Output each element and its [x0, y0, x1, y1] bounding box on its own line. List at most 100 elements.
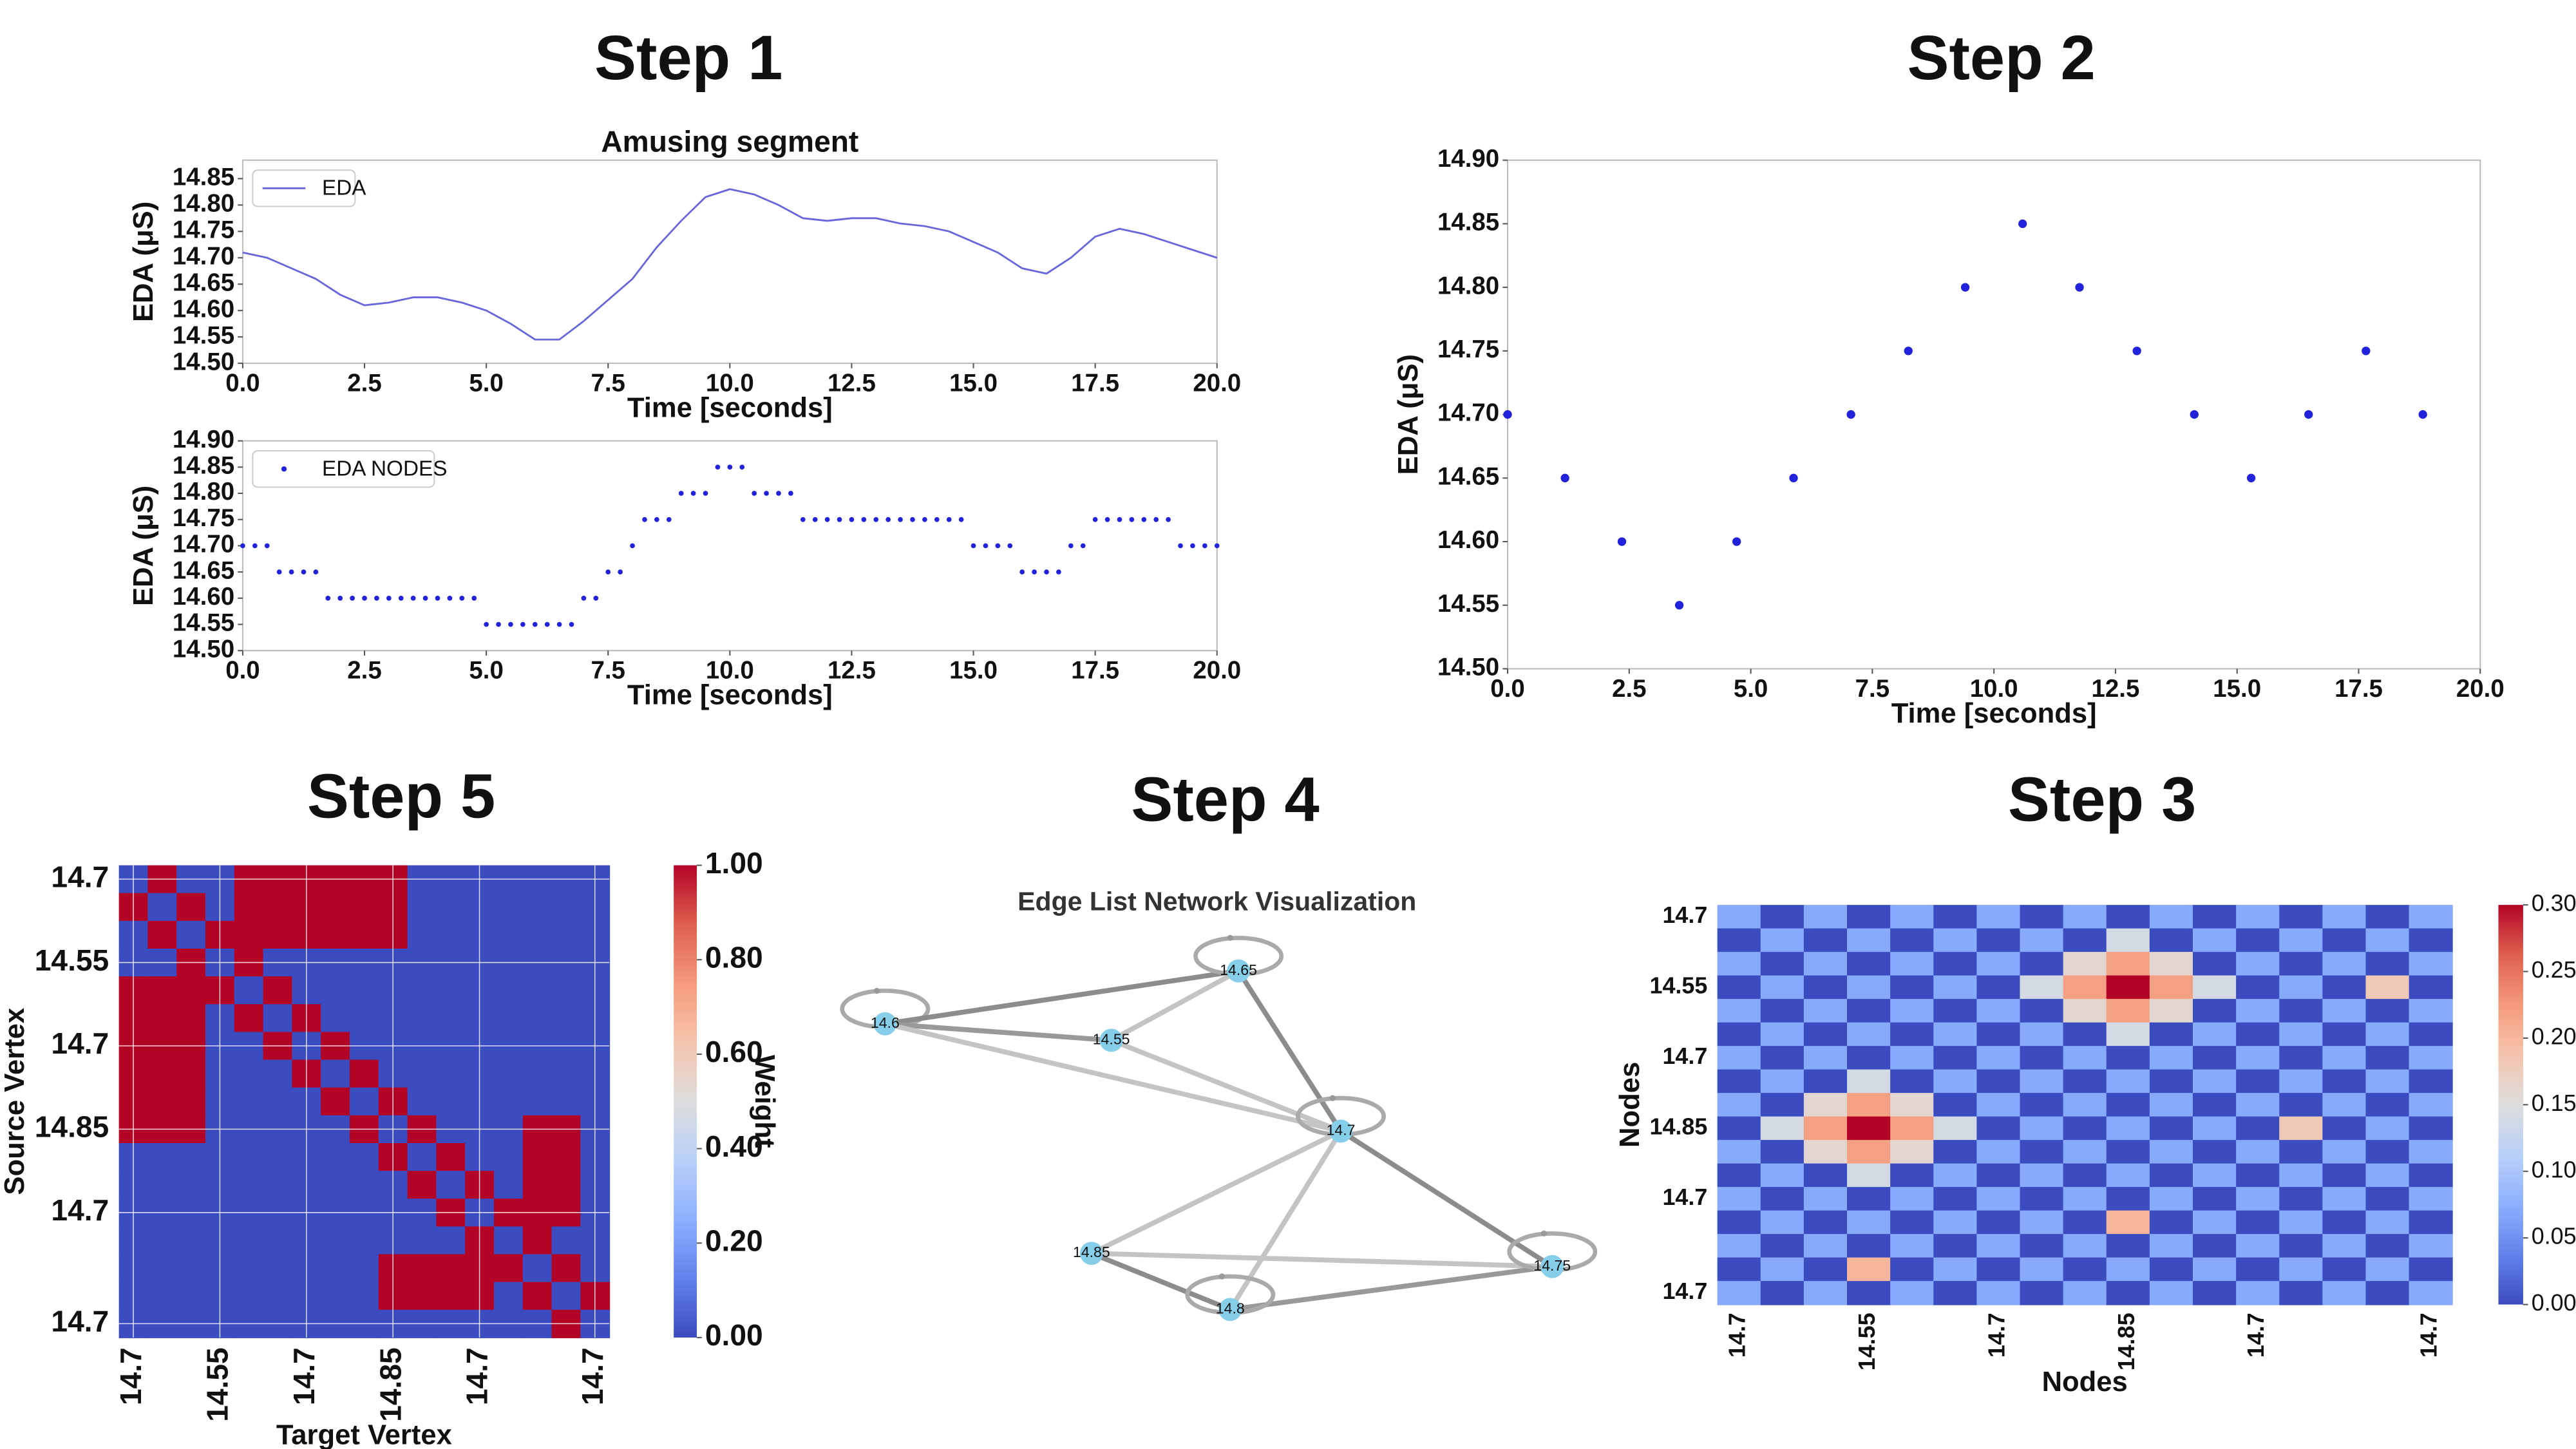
scatter-point	[1166, 516, 1171, 522]
heatmap-cell	[1976, 1140, 2021, 1164]
heatmap-cell	[349, 920, 379, 950]
heatmap-cell	[147, 1142, 178, 1172]
heatmap-cell	[493, 1226, 524, 1255]
y-tick-label: 14.75	[173, 504, 234, 532]
heatmap-cell	[407, 893, 437, 922]
heatmap-cell	[1890, 1069, 1935, 1094]
scatter-point	[398, 596, 404, 601]
heatmap-cell	[522, 1087, 553, 1116]
scatter-point	[520, 621, 526, 627]
heatmap-cell	[1890, 1046, 1935, 1070]
node-label: 14.85	[1073, 1244, 1110, 1260]
heatmap-cell	[1976, 999, 2021, 1023]
x-tick-label: 17.5	[1071, 370, 1119, 397]
heatmap-cell	[234, 1087, 264, 1116]
heatmap-cell	[1976, 1210, 2021, 1235]
heatmap-cell	[263, 1226, 293, 1255]
x-tick-label: 2.5	[347, 657, 381, 685]
x-tick-label: 14.85	[374, 1347, 407, 1421]
scatter-point	[240, 543, 245, 549]
y-tick-label: 14.7	[51, 1193, 109, 1227]
scatter-point	[264, 543, 270, 549]
heatmap-cell	[1976, 1163, 2021, 1188]
heatmap-cell	[2149, 905, 2194, 929]
heatmap-cell	[2409, 1046, 2453, 1070]
heatmap-cell	[1760, 1046, 1804, 1070]
heatmap-cell	[176, 893, 207, 922]
scatter-point	[1178, 543, 1183, 549]
step-title: Step 4	[1131, 764, 1319, 834]
heatmap-cell	[1847, 1022, 1891, 1047]
x-tick-label: 12.5	[828, 370, 876, 397]
heatmap-cell	[2322, 1187, 2367, 1211]
heatmap-cell	[1803, 1093, 1848, 1117]
heatmap-cell	[2063, 1140, 2107, 1164]
heatmap-cell	[234, 1171, 264, 1200]
y-tick-label: 14.85	[173, 164, 234, 191]
x-axis-label: Time [seconds]	[627, 392, 833, 423]
x-tick-label: 20.0	[2456, 675, 2505, 703]
x-tick-label: 20.0	[1193, 657, 1241, 685]
heatmap-cell	[1717, 952, 1761, 976]
heatmap-cell	[2322, 1234, 2367, 1258]
node	[1540, 1255, 1564, 1278]
scatter-point	[544, 621, 550, 627]
scatter-point	[2304, 410, 2313, 419]
x-tick-label: 14.7	[287, 1347, 321, 1405]
y-tick-label: 14.80	[173, 190, 234, 218]
scatter-point	[752, 491, 757, 496]
heatmap-cell	[1760, 1022, 1804, 1047]
heatmap-cell	[2106, 1093, 2150, 1117]
edge	[884, 968, 1239, 1027]
edge	[1090, 1128, 1342, 1256]
y-tick-label: 14.65	[1437, 462, 1499, 490]
heatmap-cell	[2365, 1234, 2410, 1258]
heatmap-cell	[436, 920, 466, 950]
scatter-point	[337, 596, 343, 601]
heatmap-cell	[1976, 1281, 2021, 1305]
heatmap-cell	[176, 976, 207, 1005]
heatmap-cell	[2106, 1116, 2150, 1141]
colorbar-tick-label: 0.00	[705, 1318, 763, 1352]
scatter-point	[1789, 473, 1798, 482]
scatter-point	[715, 464, 721, 470]
heatmap-cell	[234, 1254, 264, 1283]
heatmap-cell	[1760, 1140, 1804, 1164]
heatmap-cell	[2236, 975, 2280, 1000]
heatmap-cell	[2322, 952, 2367, 976]
heatmap-cell	[2106, 1281, 2150, 1305]
scatter-point	[1960, 283, 1970, 292]
heatmap-cell	[1976, 928, 2021, 953]
heatmap-cell	[2279, 1257, 2324, 1282]
colorbar-tick-label: 0.05	[2532, 1224, 2576, 1249]
heatmap-cell	[1717, 1093, 1761, 1117]
heatmap-cell	[2365, 1093, 2410, 1117]
scatter-point	[1674, 601, 1684, 610]
heatmap-cell	[1760, 1234, 1804, 1258]
heatmap-cell	[2322, 1210, 2367, 1235]
heatmap-cell	[2279, 905, 2324, 929]
scatter-point	[1129, 516, 1135, 522]
heatmap-cell	[2063, 1022, 2107, 1047]
heatmap-cell	[1717, 1163, 1761, 1188]
heatmap-cell	[176, 1004, 207, 1033]
heatmap-cell	[2192, 1281, 2237, 1305]
heatmap-cell	[2409, 928, 2453, 953]
heatmap-cell	[1717, 1210, 1761, 1235]
heatmap-cell	[2365, 999, 2410, 1023]
scatter-point	[946, 516, 952, 522]
heatmap-cell	[2192, 975, 2237, 1000]
scatter-point	[618, 569, 623, 574]
scatter-point	[739, 464, 745, 470]
x-tick-label: 14.85	[2114, 1312, 2139, 1370]
scatter-point	[581, 596, 587, 601]
heatmap-cell	[1760, 1116, 1804, 1141]
x-tick-label: 15.0	[949, 657, 998, 685]
heatmap-cell	[321, 1226, 351, 1255]
x-tick-label: 5.0	[469, 657, 503, 685]
heatmap-cell	[1933, 1022, 1978, 1047]
heatmap-cell	[1760, 928, 1804, 953]
heatmap-cell	[1717, 1069, 1761, 1094]
heatmap-cell	[1717, 1046, 1761, 1070]
heatmap-cell	[349, 976, 379, 1005]
